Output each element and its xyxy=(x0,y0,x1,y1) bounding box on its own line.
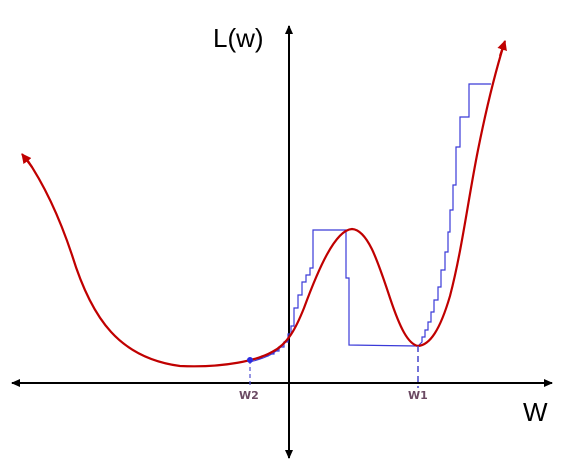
loss-curve-left-arrow-tip xyxy=(21,153,33,168)
w1-label: W1 xyxy=(408,389,428,402)
w2-point xyxy=(247,357,253,363)
optimizer-path-right-steps xyxy=(417,83,491,347)
loss-curve xyxy=(25,43,506,368)
y-axis-label: L(w) xyxy=(213,23,264,53)
optimizer-path xyxy=(249,83,491,363)
w2-label: W2 xyxy=(239,389,259,402)
x-axis-label: W xyxy=(523,397,548,427)
optimizer-path-left-steps xyxy=(249,229,419,361)
loss-curve-right-arrow-tip xyxy=(497,40,507,57)
